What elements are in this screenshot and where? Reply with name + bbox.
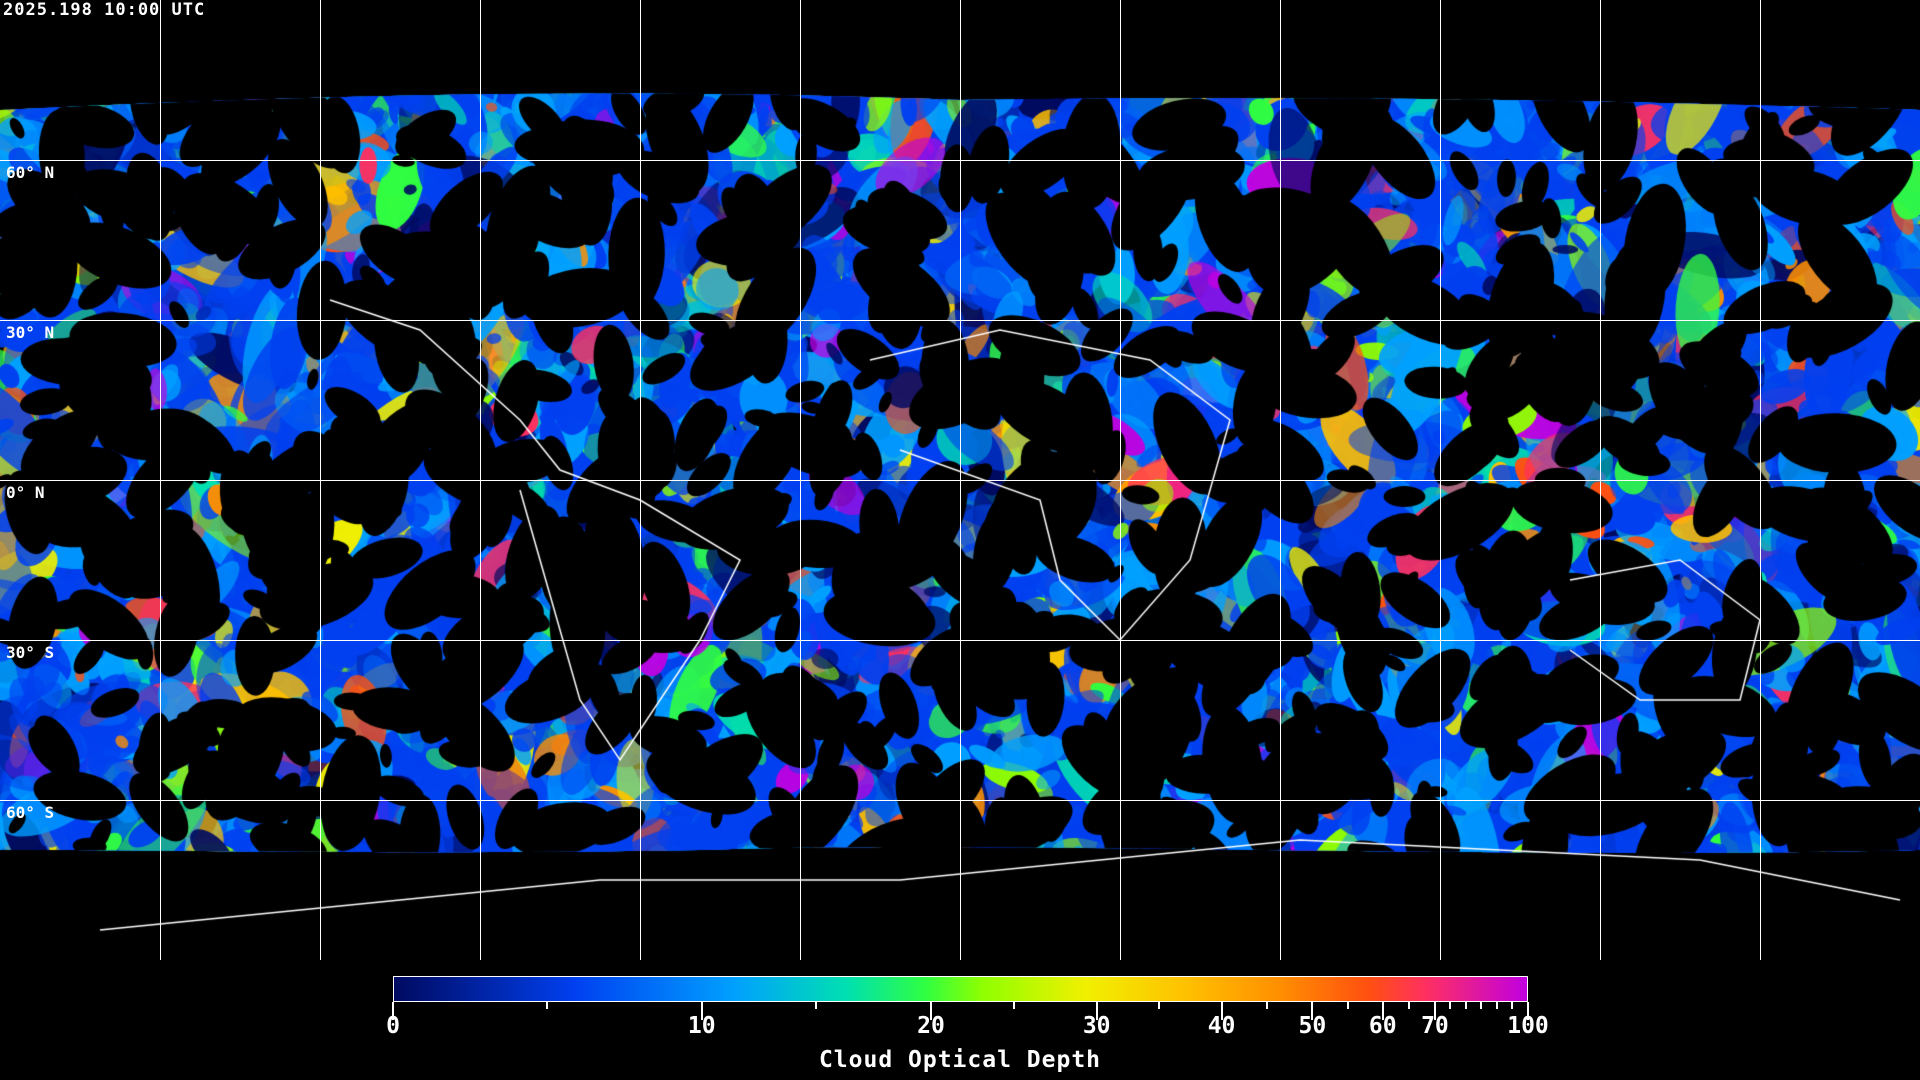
lat-label-60n: 60° N <box>6 163 55 182</box>
colorbar-minor-tick <box>1407 1002 1410 1009</box>
colorbar-tick-label: 100 <box>1507 1013 1549 1039</box>
colorbar-major-tick <box>929 1002 932 1020</box>
colorbar-major-tick <box>1220 1002 1223 1020</box>
colorbar-minor-tick <box>1012 1002 1015 1009</box>
lat-label-30s: 30° S <box>6 643 55 662</box>
colorbar-major-tick <box>1311 1002 1314 1020</box>
lat-label-0: 0° N <box>6 483 45 502</box>
colorbar <box>393 976 1528 1002</box>
colorbar-minor-tick <box>1511 1002 1514 1009</box>
colorbar-tick-label: 30 <box>1082 1013 1111 1039</box>
parallel-line <box>0 160 1920 161</box>
parallel-line <box>0 800 1920 801</box>
lat-label-60s: 60° S <box>6 803 55 822</box>
timestamp-title: 2025.198 10:00 UTC <box>3 0 206 20</box>
parallel-line <box>0 320 1920 321</box>
colorbar-major-tick <box>1381 1002 1384 1020</box>
colorbar-minor-tick <box>1346 1002 1349 1009</box>
colorbar-title: Cloud Optical Depth <box>818 1047 1102 1073</box>
colorbar-major-tick <box>1095 1002 1098 1020</box>
colorbar-minor-tick <box>1464 1002 1467 1009</box>
colorbar-minor-tick <box>546 1002 549 1009</box>
colorbar-minor-tick <box>1480 1002 1483 1009</box>
colorbar-tick-label: 0 <box>386 1013 400 1039</box>
colorbar-tick-label: 40 <box>1207 1013 1236 1039</box>
colorbar-tick-label: 10 <box>687 1013 716 1039</box>
colorbar-tick-label: 50 <box>1298 1013 1327 1039</box>
parallel-line <box>0 480 1920 481</box>
colorbar-minor-tick <box>1265 1002 1268 1009</box>
colorbar-major-tick <box>1527 1002 1529 1020</box>
colorbar-tick-label: 20 <box>917 1013 945 1039</box>
colorbar-tick-label: 70 <box>1421 1013 1449 1039</box>
colorbar-minor-tick <box>1158 1002 1161 1009</box>
colorbar-major-tick <box>700 1002 703 1020</box>
colorbar-minor-tick <box>1495 1002 1498 1009</box>
colorbar-major-tick <box>392 1002 394 1020</box>
colorbar-minor-tick <box>1449 1002 1452 1009</box>
colorbar-minor-tick <box>815 1002 818 1009</box>
colorbar-major-tick <box>1433 1002 1436 1020</box>
colorbar-tick-label: 60 <box>1368 1013 1397 1039</box>
parallel-line <box>0 640 1920 641</box>
lat-label-30n: 30° N <box>6 323 55 342</box>
